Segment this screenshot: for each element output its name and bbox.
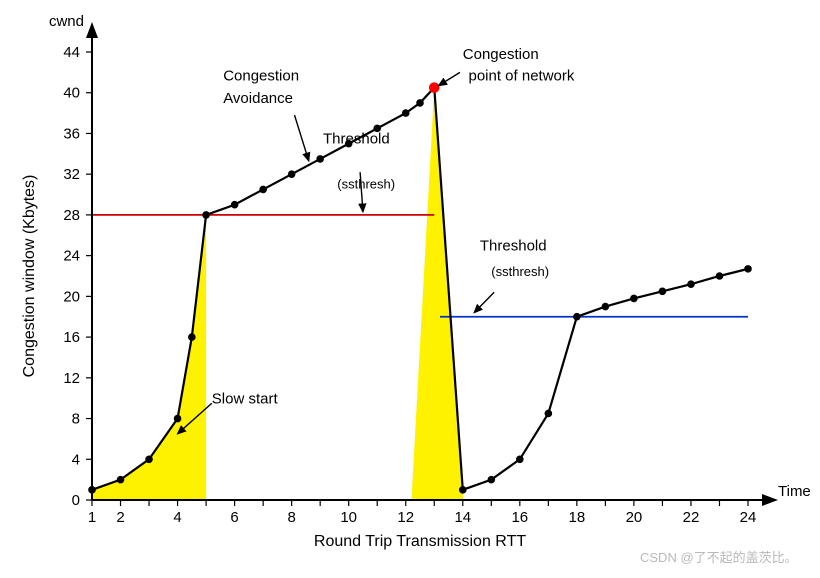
cwnd-marker [516, 455, 524, 463]
cwnd-marker [459, 486, 467, 494]
cwnd-marker [545, 410, 553, 418]
cwnd-marker [202, 211, 210, 219]
cwnd-marker [402, 109, 410, 117]
x-tick-label: 1 [88, 509, 96, 526]
y-axis-top-label: cwnd [49, 13, 84, 30]
cwnd-marker [88, 486, 96, 494]
annotation-cong_point_l2: point of network [468, 68, 574, 85]
annotation-cong_point_l1: Congestion [463, 46, 539, 63]
x-tick-label: 14 [454, 509, 471, 526]
cwnd-marker [288, 170, 296, 178]
y-tick-label: 32 [63, 166, 80, 183]
annotation-slow_start: Slow start [212, 390, 279, 407]
y-tick-label: 40 [63, 85, 80, 102]
congestion-point-marker [429, 82, 440, 93]
annotation-ssthresh2: (ssthresh) [491, 264, 549, 279]
annotation-ssthresh1: (ssthresh) [337, 176, 395, 191]
annotation-cong_avoid_l1: Congestion [223, 68, 299, 85]
x-tick-label: 6 [230, 509, 238, 526]
cwnd-marker [117, 476, 125, 484]
x-axis-right-label: Time [778, 483, 811, 500]
tcp-congestion-chart: 1246810121416182022240481216202428323640… [0, 0, 820, 578]
cwnd-marker [145, 455, 153, 463]
cwnd-marker [188, 333, 196, 341]
cwnd-marker [716, 272, 724, 280]
annotation-arrow-cong_point_l2 [439, 72, 460, 85]
cwnd-marker [231, 201, 239, 209]
x-tick-label: 2 [116, 509, 124, 526]
y-tick-label: 36 [63, 125, 80, 142]
y-tick-label: 0 [72, 492, 80, 509]
annotation-arrow-ssthresh2 [474, 292, 494, 312]
x-axis-title: Round Trip Transmission RTT [314, 533, 526, 550]
cwnd-marker [573, 313, 581, 321]
x-tick-label: 20 [626, 509, 643, 526]
cwnd-marker [416, 99, 424, 107]
x-tick-label: 8 [287, 509, 295, 526]
annotation-threshold2: Threshold [480, 238, 547, 255]
cwnd-marker [488, 476, 496, 484]
chart-svg: 1246810121416182022240481216202428323640… [0, 0, 820, 578]
x-tick-label: 10 [340, 509, 357, 526]
y-axis-title: Congestion window (Kbytes) [21, 175, 38, 378]
y-tick-label: 44 [63, 44, 80, 61]
annotation-threshold1: Threshold [323, 131, 390, 148]
cwnd-marker [659, 287, 667, 295]
cwnd-marker [174, 415, 182, 423]
x-tick-label: 4 [173, 509, 181, 526]
cwnd-marker [316, 155, 324, 163]
y-tick-label: 24 [63, 248, 80, 265]
cwnd-marker [630, 295, 638, 303]
x-tick-label: 22 [683, 509, 700, 526]
y-tick-label: 28 [63, 207, 80, 224]
x-tick-label: 24 [740, 509, 757, 526]
cwnd-marker [259, 186, 267, 194]
x-tick-label: 16 [511, 509, 528, 526]
watermark: CSDN @了不起的盖茨比。 [640, 550, 798, 565]
cwnd-marker [602, 303, 610, 311]
x-tick-label: 18 [569, 509, 586, 526]
y-tick-label: 16 [63, 329, 80, 346]
annotation-cong_avoid_l2: Avoidance [223, 90, 293, 107]
cwnd-marker [744, 265, 752, 273]
cwnd-marker [687, 280, 695, 288]
y-tick-label: 12 [63, 370, 80, 387]
x-tick-label: 12 [397, 509, 414, 526]
slow-start-fill-1 [411, 88, 462, 500]
y-tick-label: 4 [72, 451, 80, 468]
y-tick-label: 8 [72, 411, 80, 428]
annotation-arrow-cong_avoid_l2 [295, 115, 309, 161]
y-tick-label: 20 [63, 288, 80, 305]
